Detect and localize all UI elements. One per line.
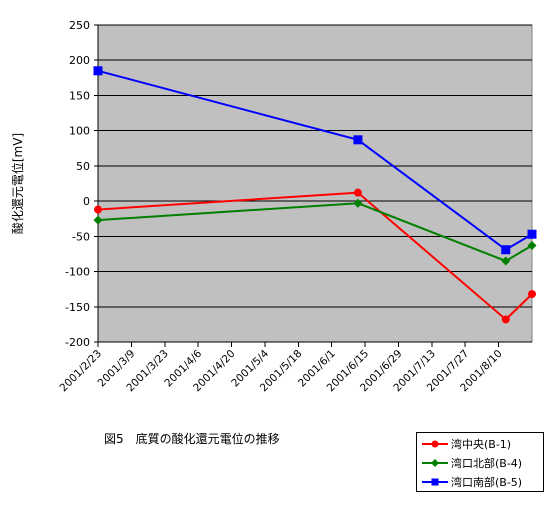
y-tick-label: 0 <box>83 195 90 208</box>
legend-marker-b1 <box>422 440 448 448</box>
data-point-s3-1 <box>93 66 103 76</box>
x-tick-label: 2001/2/23 <box>58 348 105 395</box>
legend-item-b1: 湾中央(B-1) <box>417 435 543 453</box>
series-line-2 <box>97 202 533 263</box>
legend-marker-b5 <box>422 478 448 486</box>
data-point-s1-4 <box>528 290 536 299</box>
series-line-3 <box>97 69 533 251</box>
data-point-s1-3 <box>501 315 510 324</box>
data-point-s3-3 <box>501 245 511 255</box>
legend-item-b4: 湾口北部(B-4) <box>417 454 543 472</box>
y-tick-label: -100 <box>65 266 90 279</box>
legend-marker-b4 <box>422 459 448 467</box>
data-point-s3-2 <box>353 135 363 145</box>
y-tick-label: 150 <box>69 89 90 102</box>
y-tick-label: -50 <box>72 230 90 243</box>
figure-caption: 図5 底質の酸化還元電位の推移 <box>104 432 280 446</box>
legend-label-b1: 湾中央(B-1) <box>451 438 512 451</box>
legend-label-b5: 湾口南部(B-5) <box>451 476 523 489</box>
data-point-s2-3 <box>501 256 511 266</box>
legend: 湾中央(B-1) 湾口北部(B-4) 湾口南部(B-5) <box>416 432 544 492</box>
data-point-s2-4 <box>527 240 537 250</box>
y-axis-title: 酸化還元電位[mV] <box>10 133 25 234</box>
legend-label-b4: 湾口北部(B-4) <box>451 457 523 470</box>
plot-area <box>97 24 533 343</box>
data-point-s1-2 <box>353 188 362 197</box>
data-point-s3-4 <box>527 229 537 239</box>
y-tick-label: -200 <box>65 336 90 349</box>
y-tick-label: -150 <box>65 301 90 314</box>
data-point-s2-1 <box>93 215 103 225</box>
series-line-1 <box>97 191 533 321</box>
y-tick-label: 100 <box>69 125 90 138</box>
y-tick-label: 50 <box>76 160 90 173</box>
legend-item-b5: 湾口南部(B-5) <box>417 473 543 491</box>
y-tick-label: 250 <box>69 19 90 32</box>
data-point-s2-2 <box>353 198 363 208</box>
y-tick-label: 200 <box>69 54 90 67</box>
data-point-s1-1 <box>94 205 102 214</box>
